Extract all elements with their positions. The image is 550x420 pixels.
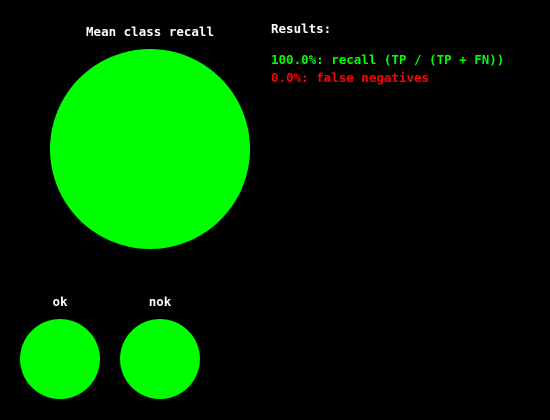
- pie-slice-nok-recall: [120, 319, 200, 399]
- chart-title-nok: nok: [149, 294, 172, 309]
- chart-ok: ok: [20, 294, 100, 399]
- pie-slice-ok-recall: [20, 319, 100, 399]
- result-line-recall: 100.0%: recall (TP / (TP + FN)): [271, 52, 505, 67]
- chart-mean-class-recall: Mean class recall: [50, 24, 250, 249]
- results-panel: Results: 100.0%: recall (TP / (TP + FN))…: [271, 20, 550, 87]
- chart-nok: nok: [120, 294, 200, 399]
- pie-slice-mean-class-recall-recall: [50, 49, 250, 249]
- result-line-false-negatives: 0.0%: false negatives: [271, 70, 430, 85]
- chart-title-mean-class-recall: Mean class recall: [86, 24, 214, 39]
- chart-title-ok: ok: [52, 294, 68, 309]
- results-title: Results:: [271, 21, 332, 36]
